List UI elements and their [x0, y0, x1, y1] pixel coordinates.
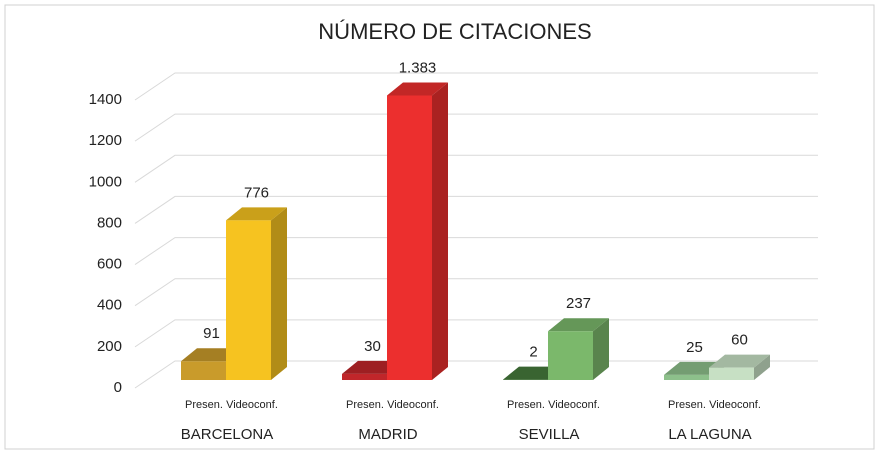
x-tick-label: MADRID: [358, 426, 417, 443]
grid-line: [134, 237, 818, 265]
series-label: Videoconf.: [226, 399, 278, 411]
value-label: 91: [203, 325, 220, 342]
bar-top: [709, 354, 770, 368]
value-label: 1.383: [399, 59, 437, 76]
bar-top: [548, 318, 609, 332]
x-tick-label: BARCELONA: [181, 426, 274, 443]
bar-front: [181, 361, 226, 380]
bar-side: [754, 354, 770, 380]
value-label: 776: [244, 184, 269, 201]
bar: [709, 354, 770, 380]
bar-front: [709, 367, 754, 380]
y-tick-label: 1200: [89, 132, 122, 149]
bar-front: [387, 95, 432, 381]
grid-line: [134, 72, 818, 101]
chart-title: NÚMERO DE CITACIONES: [318, 19, 591, 44]
y-tick-label: 800: [97, 214, 122, 231]
value-label: 237: [566, 295, 591, 312]
value-label: 25: [686, 339, 703, 356]
grid-line: [134, 278, 818, 307]
series-label: Presen.: [507, 399, 545, 411]
bar-top: [387, 82, 448, 96]
grid-line: [134, 154, 818, 183]
bar-front: [548, 331, 593, 380]
value-label: 30: [364, 338, 381, 355]
y-tick-label: 1400: [89, 91, 122, 108]
bar-front: [342, 373, 387, 380]
bar-side: [593, 318, 609, 380]
value-label: 60: [731, 332, 748, 349]
series-label: Videoconf.: [548, 399, 600, 411]
bar-front: [226, 220, 271, 380]
value-label: 2: [529, 344, 537, 361]
y-tick-label: 600: [97, 256, 122, 273]
bar: [226, 207, 287, 380]
series-label: Presen.: [185, 399, 223, 411]
x-tick-label: LA LAGUNA: [668, 426, 751, 443]
series-label: Presen.: [346, 399, 384, 411]
y-tick-label: 200: [97, 338, 122, 355]
series-label: Presen.: [668, 399, 706, 411]
bar: [548, 318, 609, 380]
bar-side: [432, 82, 448, 381]
series-label: Videoconf.: [709, 399, 761, 411]
bar-top: [226, 207, 287, 221]
grid-line: [134, 113, 818, 142]
grid-line: [134, 195, 818, 224]
series-label: Videoconf.: [387, 399, 439, 411]
bar-side: [271, 207, 287, 380]
bar: [387, 82, 448, 381]
y-tick-label: 400: [97, 297, 122, 314]
y-tick-label: 0: [114, 379, 122, 396]
y-tick-label: 1000: [89, 173, 122, 190]
x-tick-label: SEVILLA: [519, 426, 580, 443]
bar-front: [664, 374, 709, 380]
